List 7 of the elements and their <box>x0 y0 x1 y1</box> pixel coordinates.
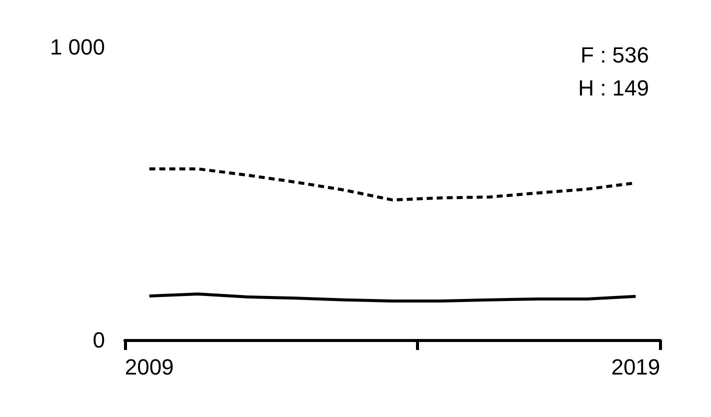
y-tick-label: 0 <box>92 328 105 352</box>
annotation: H : 149 <box>578 76 649 100</box>
x-tick-label: 2009 <box>124 354 174 380</box>
y-tick-label: 1 000 <box>50 34 105 60</box>
line-series <box>148 292 638 303</box>
annotation: F : 536 <box>580 42 649 68</box>
x-tick-label: 2019 <box>611 354 660 380</box>
